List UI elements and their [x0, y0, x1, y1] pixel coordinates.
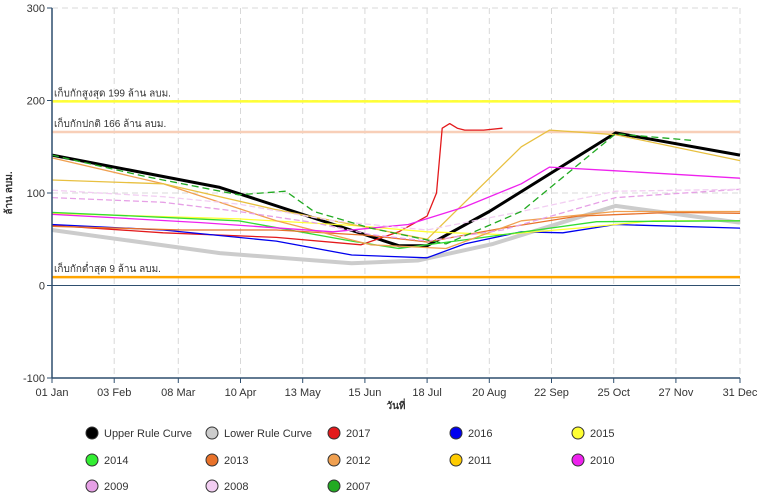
legend: Upper Rule Curve Lower Rule Curve 2017 2016…	[85, 426, 614, 493]
reference-line-label: เก็บกักต่ำสุด 9 ล้าน ลบม.	[54, 261, 161, 275]
legend-marker	[327, 479, 341, 493]
reference-lines: เก็บกักสูงสุด 199 ล้าน ลบม. เก็บกักปกติ 1…	[52, 85, 740, 279]
series-line	[51, 157, 740, 250]
series-line	[51, 223, 741, 259]
legend-label: 2011	[468, 455, 492, 467]
legend-marker	[449, 453, 463, 467]
legend-label: Upper Rule Curve	[104, 428, 192, 440]
legend-label: 2013	[224, 455, 248, 467]
legend-label: Lower Rule Curve	[224, 428, 312, 440]
x-axis-title: วันที่	[386, 398, 405, 412]
legend-label: 2012	[346, 455, 370, 467]
x-tick-label: 15 Jun	[348, 387, 381, 399]
legend-marker	[205, 426, 219, 440]
y-tick-label: 0	[39, 281, 45, 293]
series-line	[51, 188, 741, 242]
legend-label: 2017	[346, 428, 370, 440]
legend-marker	[571, 426, 585, 440]
series-line	[51, 211, 741, 243]
legend-label: 2009	[104, 481, 128, 493]
series-line	[51, 131, 741, 248]
x-tick-label: 18 Jul	[412, 387, 441, 399]
series-layer	[51, 122, 741, 266]
legend-marker	[571, 453, 585, 467]
legend-label: 2014	[104, 455, 128, 467]
y-tick-label: 300	[27, 3, 45, 15]
legend-marker	[205, 453, 219, 467]
series-line	[51, 129, 741, 240]
legend-label: 2016	[468, 428, 492, 440]
x-tick-label: 10 Apr	[225, 387, 257, 399]
legend-marker	[205, 479, 219, 493]
x-tick-label: 01 Jan	[35, 387, 68, 399]
legend-label: 2015	[590, 428, 614, 440]
x-tick-label: 22 Sep	[534, 387, 569, 399]
series-line	[51, 211, 741, 250]
series-line	[51, 203, 741, 266]
legend-label: 2007	[346, 481, 370, 493]
x-tick-label: 13 May	[285, 387, 322, 399]
reference-line-label: เก็บกักสูงสุด 199 ล้าน ลบม.	[54, 85, 171, 99]
x-tick-label: 31 Dec	[723, 387, 758, 399]
legend-marker	[85, 453, 99, 467]
x-tick-label: 25 Oct	[598, 387, 630, 399]
legend-marker	[85, 479, 99, 493]
axis-layer: ล้าน ลบม. วันที่ -100 0 100 200 300 01 Jan 03 …	[3, 3, 758, 412]
grid-layer	[51, 7, 741, 379]
y-tick-label: 100	[27, 188, 45, 200]
series-line	[51, 133, 692, 245]
legend-marker	[327, 453, 341, 467]
y-tick-label: -100	[23, 373, 45, 385]
x-tick-label: 03 Feb	[97, 387, 131, 399]
x-tick-label: 27 Nov	[658, 387, 693, 399]
legend-label: 2010	[590, 455, 614, 467]
legend-marker	[449, 426, 463, 440]
y-tick-label: 200	[27, 96, 45, 108]
x-tick-label: 20 Aug	[472, 387, 506, 399]
y-axis-title: ล้าน ลบม.	[3, 171, 15, 214]
series-line	[51, 122, 503, 246]
series-line	[51, 166, 741, 233]
x-tick-label: 08 Mar	[161, 387, 196, 399]
series-line	[51, 188, 741, 231]
legend-marker	[327, 426, 341, 440]
legend-marker	[85, 426, 99, 440]
legend-label: 2008	[224, 481, 248, 493]
reference-line-label: เก็บกักปกติ 166 ล้าน ลบม.	[54, 116, 166, 130]
